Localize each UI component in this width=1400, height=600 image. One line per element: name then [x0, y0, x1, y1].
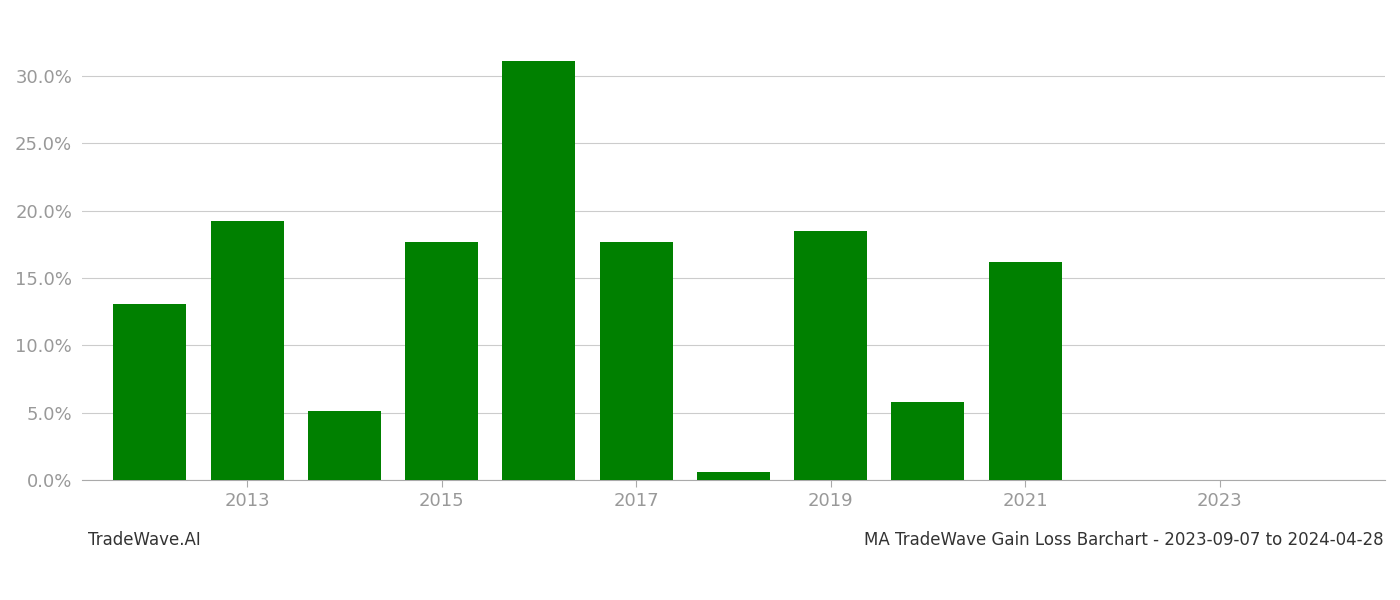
Bar: [794, 231, 867, 480]
Bar: [697, 472, 770, 480]
Bar: [988, 262, 1061, 480]
Bar: [308, 412, 381, 480]
Bar: [599, 242, 672, 480]
Bar: [113, 304, 186, 480]
Text: MA TradeWave Gain Loss Barchart - 2023-09-07 to 2024-04-28: MA TradeWave Gain Loss Barchart - 2023-0…: [864, 532, 1383, 550]
Text: TradeWave.AI: TradeWave.AI: [88, 532, 202, 550]
Bar: [211, 221, 284, 480]
Bar: [892, 402, 965, 480]
Bar: [405, 242, 479, 480]
Bar: [503, 61, 575, 480]
